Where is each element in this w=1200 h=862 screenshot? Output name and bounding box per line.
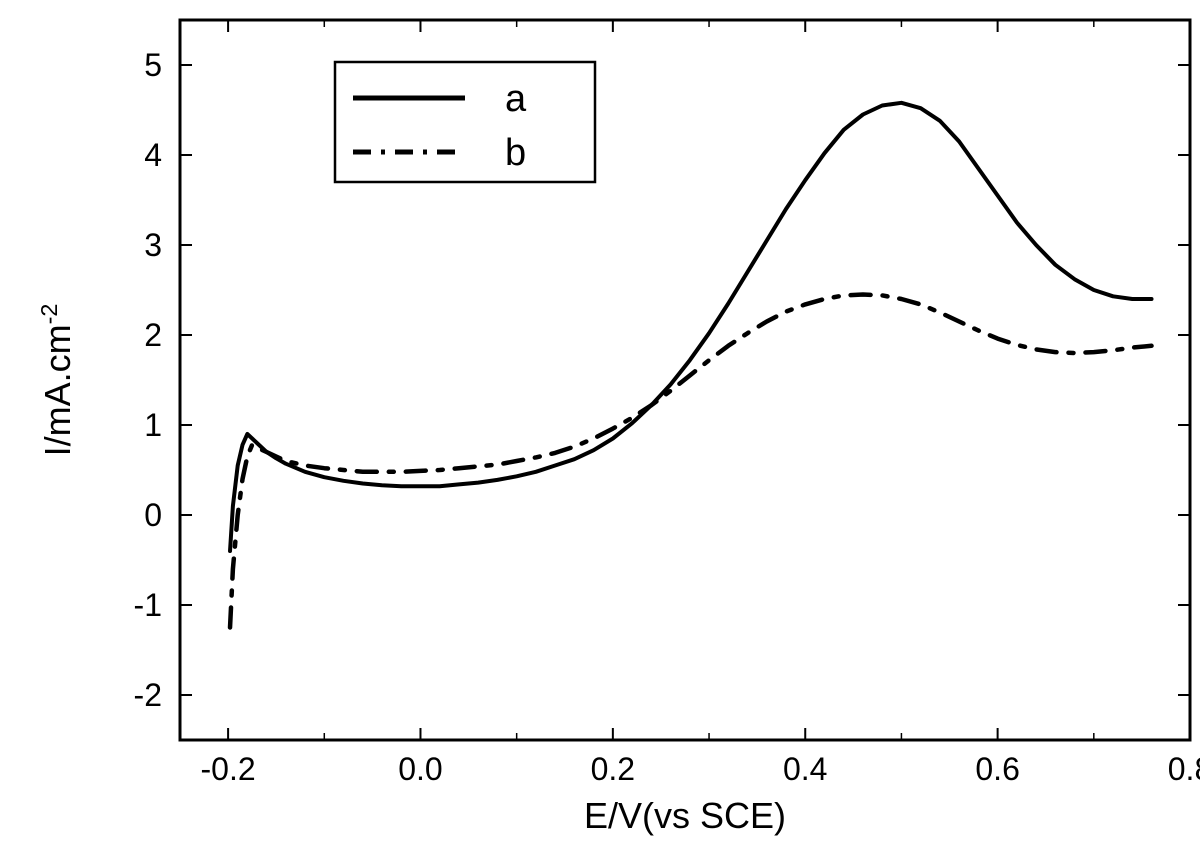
y-tick-label: 1 [144, 407, 162, 443]
x-tick-label: 0.0 [398, 751, 442, 787]
legend-label-b: b [505, 132, 526, 174]
y-tick-label: 5 [144, 47, 162, 83]
x-tick-label: 0.4 [783, 751, 827, 787]
x-tick-label: 0.8 [1168, 751, 1200, 787]
y-axis-label: I/mA.cm-2 [36, 304, 78, 457]
y-tick-label: 2 [144, 317, 162, 353]
x-tick-label: -0.2 [201, 751, 256, 787]
y-tick-label: 4 [144, 137, 162, 173]
y-tick-label: 3 [144, 227, 162, 263]
legend-label-a: a [505, 78, 527, 120]
y-tick-label: 0 [144, 497, 162, 533]
x-axis-label: E/V(vs SCE) [584, 795, 786, 836]
x-tick-label: 0.2 [591, 751, 635, 787]
y-tick-label: -2 [134, 677, 162, 713]
y-tick-label: -1 [134, 587, 162, 623]
voltammogram-figure: -0.2 0.0 0.2 0.4 0.6 0.8 -2 -1 0 1 2 3 4 5 E/V(vs SCE)… [0, 0, 1200, 862]
chart-svg: -0.2 0.0 0.2 0.4 0.6 0.8 -2 -1 0 1 2 3 4 5 E/V(vs SCE)… [0, 0, 1200, 862]
x-tick-label: 0.6 [975, 751, 1019, 787]
legend-box [335, 62, 595, 182]
